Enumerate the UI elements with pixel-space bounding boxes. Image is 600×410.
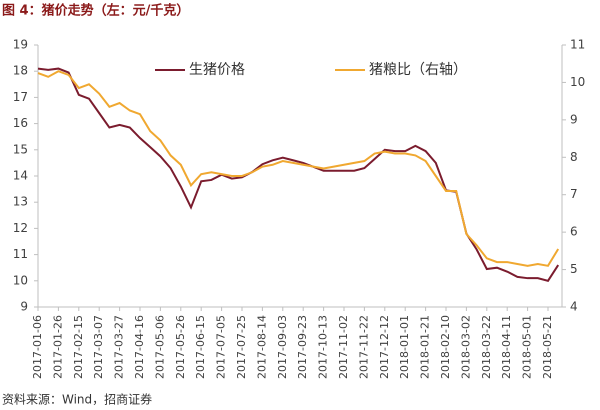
y2-tick-label: 4 xyxy=(570,300,578,314)
x-tick-label: 2017-03-07 xyxy=(92,315,105,379)
line-series xyxy=(37,67,560,282)
y-tick-label: 15 xyxy=(13,142,28,156)
y2-tick-label: 8 xyxy=(570,150,578,164)
x-tick-label: 2018-05-21 xyxy=(541,315,554,379)
x-tick-label: 2017-08-14 xyxy=(255,315,268,379)
x-tick-label: 2018-01-21 xyxy=(419,315,432,379)
x-tick-label: 2018-03-02 xyxy=(459,315,472,379)
x-tick-label: 2017-07-05 xyxy=(215,315,228,379)
y-tick-label: 14 xyxy=(13,169,28,183)
x-tick-label: 2017-11-22 xyxy=(357,315,370,379)
y-tick-label: 18 xyxy=(13,64,28,78)
y-tick-label: 19 xyxy=(13,38,28,52)
x-tick-label: 2017-12-12 xyxy=(378,315,391,379)
x-tick-label: 2017-07-25 xyxy=(235,315,248,379)
legend-label: 生猪价格 xyxy=(189,62,245,78)
y2-tick-label: 11 xyxy=(570,38,585,52)
x-tick-label: 2018-01-01 xyxy=(398,315,411,379)
x-tick-label: 2018-04-11 xyxy=(500,315,513,379)
x-tick-label: 2017-09-23 xyxy=(296,315,309,379)
chart-title: 图 4：猪价走势（左：元/千克） xyxy=(2,3,189,19)
x-tick-label: 2017-01-06 xyxy=(31,315,44,379)
legend-label: 猪粮比（右轴） xyxy=(369,62,467,78)
x-tick-label: 2017-03-27 xyxy=(113,315,126,379)
x-tick-label: 2017-05-06 xyxy=(153,315,166,379)
x-tick-label: 2017-09-03 xyxy=(276,315,289,379)
y-tick-label: 16 xyxy=(13,116,28,130)
y2-tick-label: 9 xyxy=(570,112,578,126)
x-tick-label: 2018-05-01 xyxy=(521,315,534,379)
y2-tick-label: 5 xyxy=(570,262,578,276)
y-tick-label: 11 xyxy=(13,247,28,261)
x-tick-label: 2017-10-13 xyxy=(317,315,330,379)
y2-tick-label: 10 xyxy=(570,75,585,89)
y-tick-label: 13 xyxy=(13,195,28,209)
x-tick-label: 2017-01-26 xyxy=(51,315,64,379)
line-series xyxy=(37,70,560,267)
y2-tick-label: 6 xyxy=(570,225,578,239)
x-tick-label: 2017-02-15 xyxy=(72,315,85,379)
y-tick-label: 10 xyxy=(13,273,28,287)
x-tick-label: 2017-05-26 xyxy=(174,315,187,379)
x-tick-label: 2018-03-22 xyxy=(480,315,493,379)
y-tick-label: 17 xyxy=(13,90,28,104)
x-tick-label: 2017-04-16 xyxy=(133,315,146,379)
y2-tick-label: 7 xyxy=(570,187,578,201)
x-tick-label: 2017-06-15 xyxy=(194,315,207,379)
x-tick-label: 2018-02-10 xyxy=(439,315,452,379)
y-tick-label: 12 xyxy=(13,221,28,235)
y-tick-label: 9 xyxy=(20,300,28,314)
source: 资料来源：Wind，招商证券 xyxy=(2,392,152,407)
x-tick-label: 2017-11-02 xyxy=(337,315,350,379)
